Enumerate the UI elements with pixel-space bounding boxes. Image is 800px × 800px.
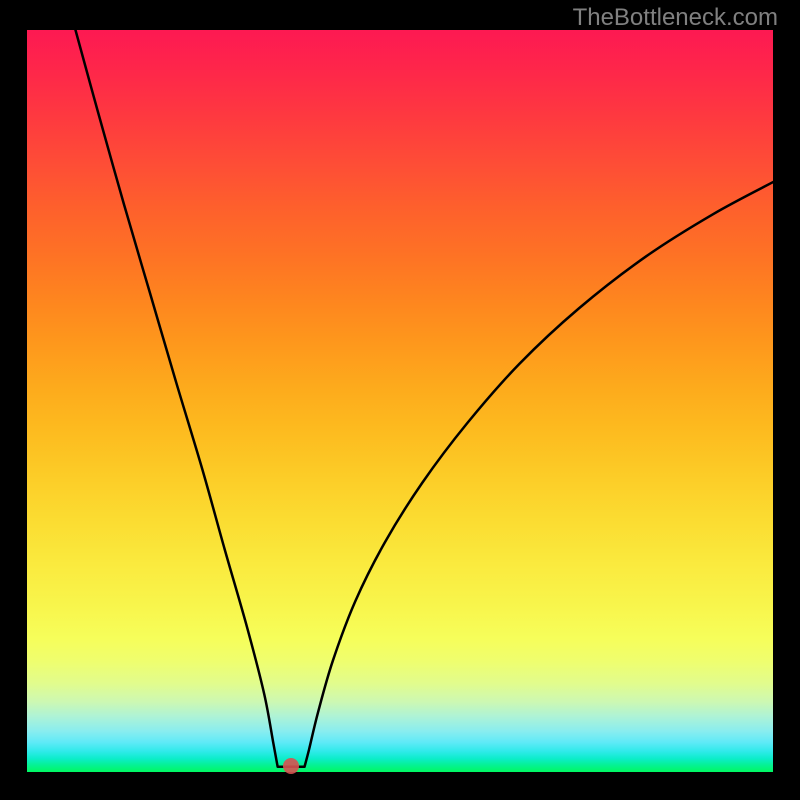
bottleneck-marker [283,758,299,774]
chart-container: TheBottleneck.com [0,0,800,800]
curve-svg [27,30,773,772]
curve-path [75,30,773,767]
plot-area [27,30,773,772]
watermark-text: TheBottleneck.com [573,4,778,32]
